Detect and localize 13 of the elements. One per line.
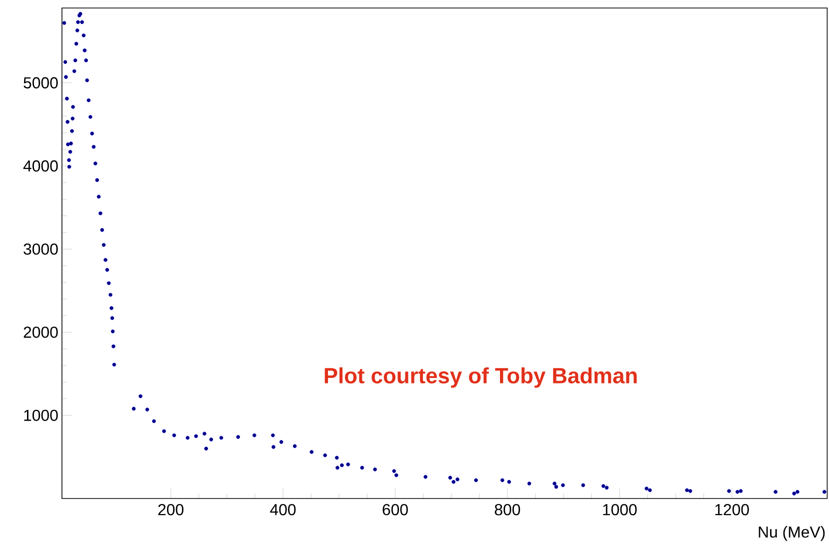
y-tick-label: 5000 (24, 77, 58, 88)
x-tick-label: 1000 (603, 504, 637, 516)
y-tick-label: 4000 (23, 160, 58, 172)
x-tick-label: 400 (270, 504, 296, 516)
x-tick-label: 800 (494, 504, 520, 516)
x-tick-label: 1200 (715, 504, 749, 516)
x-axis-title: Nu (MeV) (758, 526, 825, 541)
y-tick-label: 2000 (24, 326, 58, 338)
x-tick-label: 600 (382, 504, 408, 516)
annotation: Plot courtesy of Toby Badman (324, 367, 637, 388)
x-tick-label: 200 (158, 504, 184, 516)
y-tick-label: 3000 (24, 243, 58, 255)
y-tick-label: 1000 (24, 410, 58, 421)
